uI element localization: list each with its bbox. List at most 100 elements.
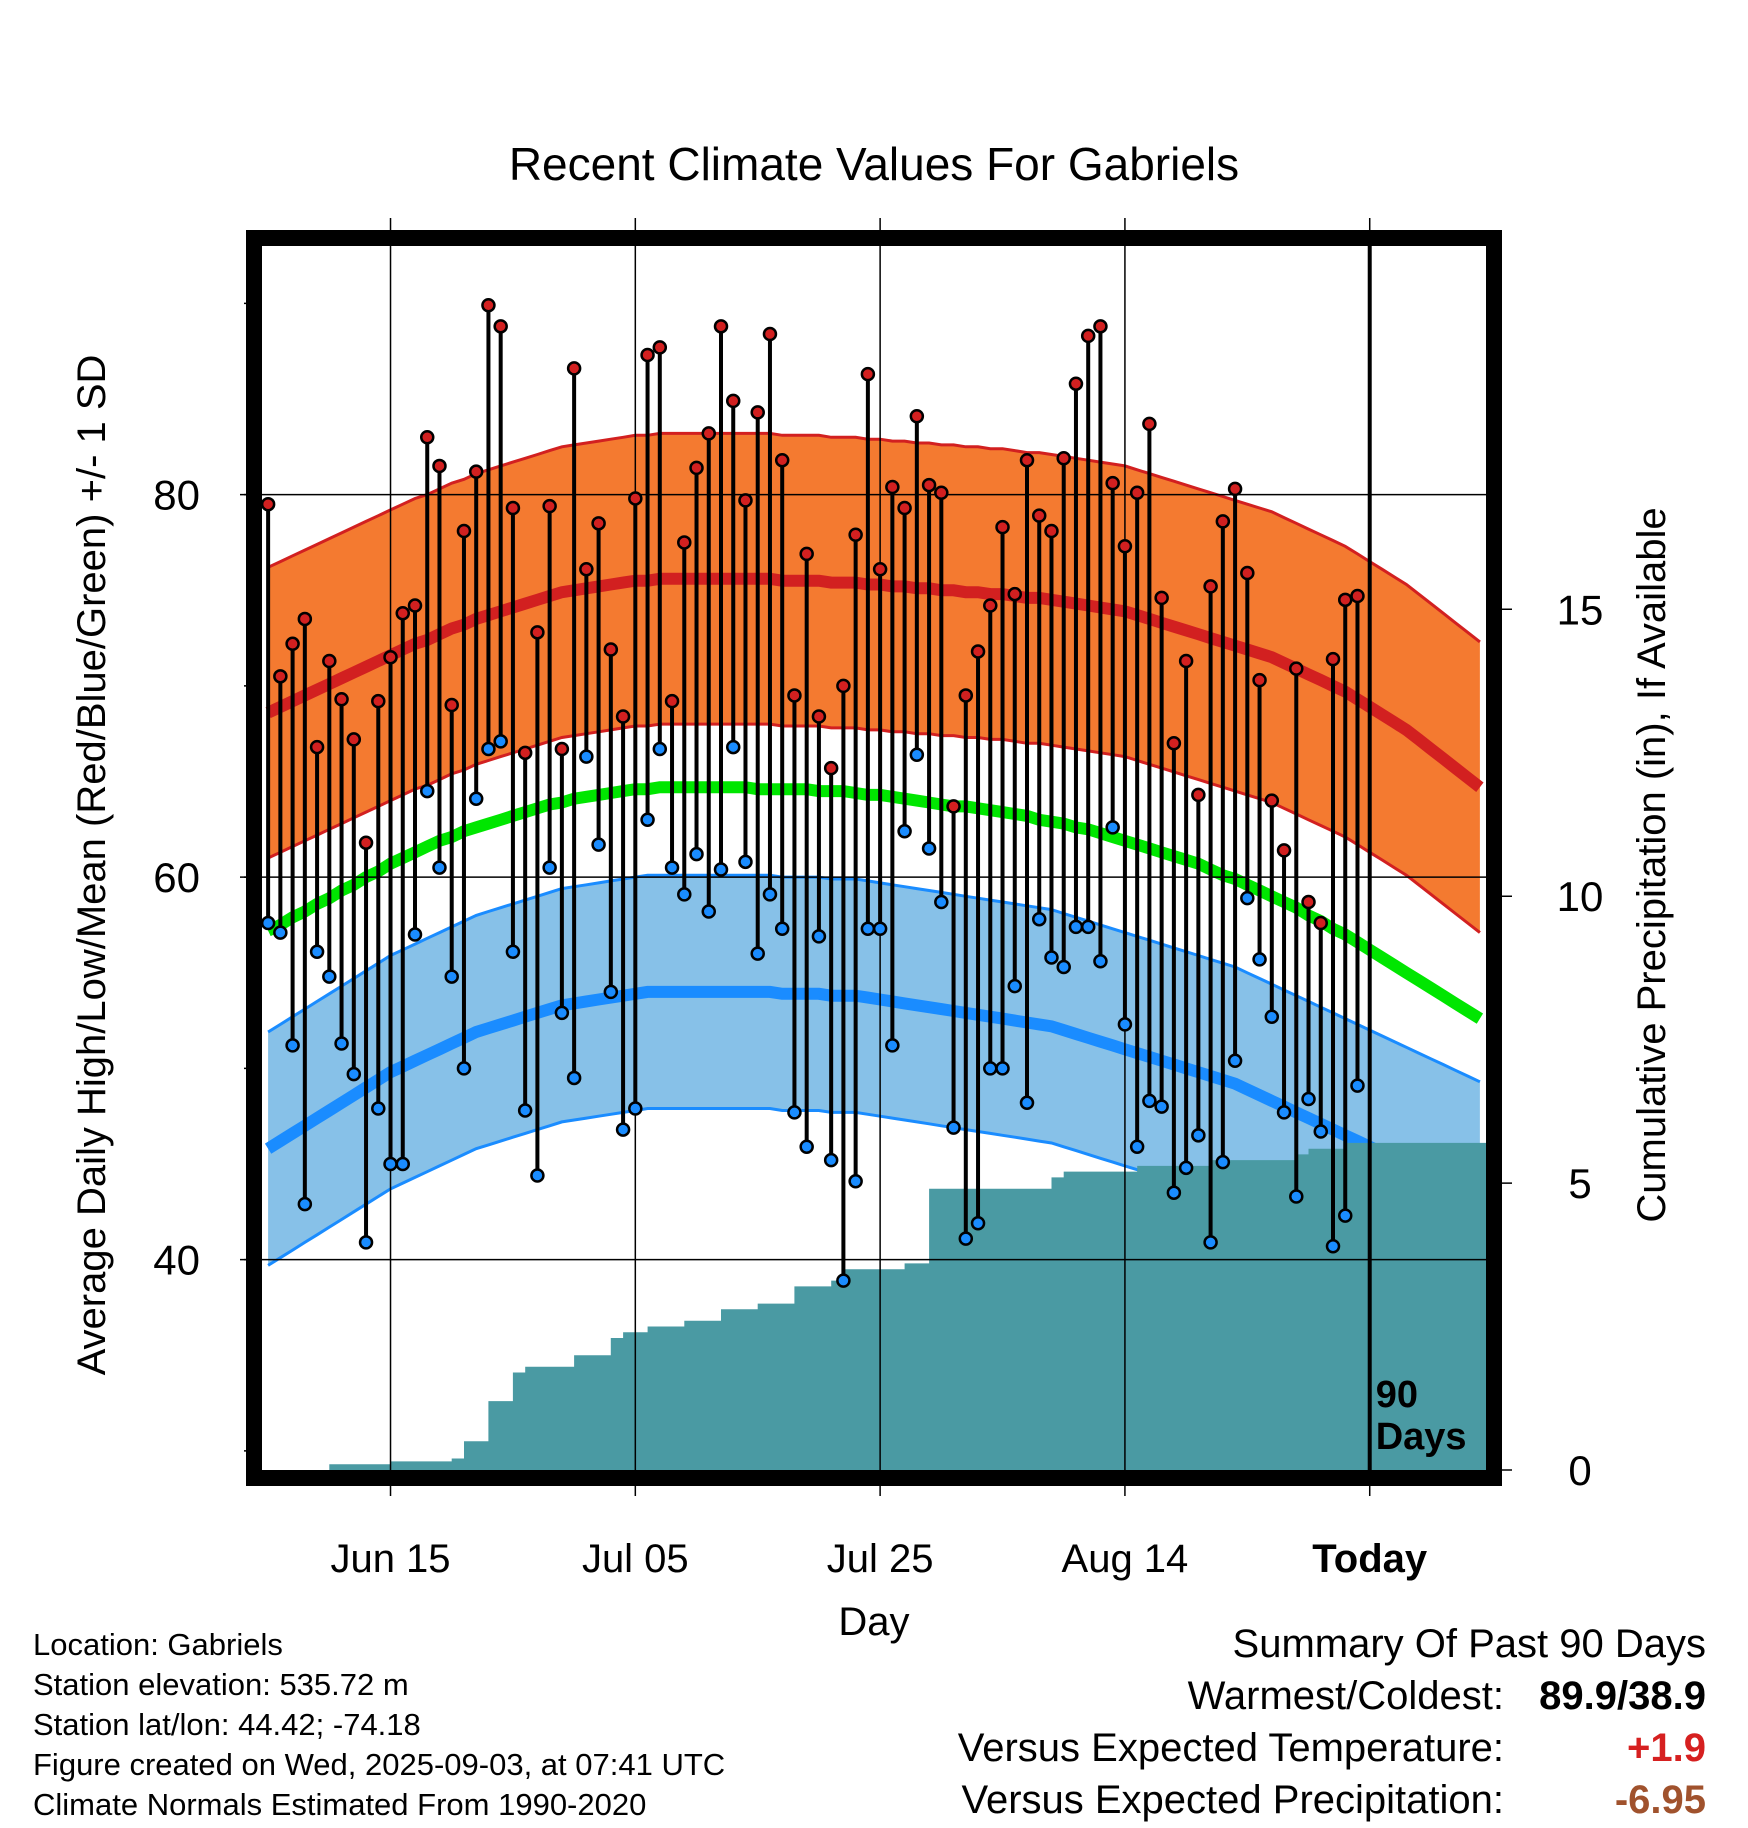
daily-low-point (1252, 952, 1267, 967)
daily-low-point (897, 823, 912, 839)
daily-high-point (762, 326, 778, 342)
daily-low-point (1227, 1053, 1243, 1068)
summary-extremes-label: Warmest/Coldest: (1187, 1674, 1504, 1718)
daily-high-point (1105, 475, 1120, 491)
daily-high-point (713, 319, 729, 334)
daily-low-point (1203, 1235, 1218, 1250)
daily-low-point (1301, 1091, 1316, 1107)
daily-low-point (738, 854, 753, 870)
daily-high-point (983, 598, 998, 613)
daily-high-point (652, 340, 668, 355)
daily-low-point (395, 1156, 411, 1172)
daily-low-point (579, 749, 594, 764)
info-elevation: Station elevation: 535.72 m (33, 1667, 409, 1702)
info-latlon: Station lat/lon: 44.42; -74.18 (33, 1707, 421, 1742)
info-created: Figure created on Wed, 2025-09-03, at 07… (33, 1747, 726, 1782)
daily-low-point (823, 1152, 839, 1168)
daily-high-point (1007, 586, 1023, 602)
daily-low-point (615, 1122, 631, 1137)
daily-low-point (652, 741, 668, 757)
daily-high-point (444, 697, 459, 713)
daily-low-point (1154, 1099, 1169, 1114)
daily-high-point (909, 408, 925, 424)
daily-low-point (1142, 1093, 1157, 1109)
summary-temp-label: Versus Expected Temperature: (957, 1726, 1504, 1770)
chart-title: Recent Climate Values For Gabriels (509, 138, 1239, 190)
cumulative-precip-area (268, 1142, 1487, 1470)
daily-high-point (1252, 672, 1267, 688)
info-normals: Climate Normals Estimated From 1990-2020 (33, 1787, 647, 1822)
daily-low-point (603, 984, 619, 1000)
summary-temp-value: +1.9 (1627, 1726, 1706, 1770)
summary-heading: Summary Of Past 90 Days (1232, 1622, 1706, 1666)
daily-low-point (530, 1168, 545, 1183)
daily-high-point (542, 498, 557, 514)
daily-high-point (921, 477, 937, 493)
daily-high-point (1166, 736, 1182, 751)
daily-low-point (468, 791, 484, 806)
daily-low-point (799, 1139, 814, 1155)
daily-high-point (481, 298, 496, 313)
daily-high-point (1191, 787, 1206, 803)
today-days-label: Days (1376, 1416, 1467, 1458)
daily-low-point (309, 944, 325, 959)
daily-high-point (628, 491, 643, 506)
daily-high-point (334, 692, 349, 707)
daily-high-point (432, 458, 447, 474)
daily-high-point (872, 561, 888, 577)
daily-low-point (762, 887, 778, 902)
daily-high-point (946, 799, 961, 814)
daily-low-point (1105, 820, 1120, 835)
daily-low-point (1093, 954, 1108, 969)
daily-high-point (1325, 651, 1341, 667)
daily-high-point (493, 319, 508, 334)
daily-high-point (309, 739, 325, 755)
low-normal-band (268, 875, 1480, 1316)
high-normal-band (268, 433, 1480, 933)
daily-low-point (677, 887, 692, 902)
daily-low-point (848, 1173, 863, 1189)
daily-low-point (444, 969, 459, 984)
daily-high-point (848, 527, 863, 543)
daily-low-point (628, 1101, 643, 1116)
x-tick-label: Aug 14 (1062, 1537, 1189, 1581)
daily-low-point (909, 747, 925, 762)
daily-high-point (738, 493, 753, 508)
daily-high-point (579, 561, 594, 577)
daily-low-point (1056, 959, 1071, 975)
x-tick-label: Jul 25 (827, 1537, 934, 1581)
daily-low-point (1080, 919, 1096, 935)
summary-panel: Summary Of Past 90 Days Warmest/Coldest:… (958, 1618, 1706, 1826)
daily-low-point (1031, 911, 1047, 927)
daily-low-point (1240, 890, 1255, 906)
daily-high-point (615, 709, 631, 724)
daily-low-point (934, 894, 949, 910)
daily-high-point (689, 460, 704, 476)
daily-high-point (1227, 481, 1243, 497)
y2-tick-label: 0 (1568, 1447, 1591, 1494)
daily-high-point (970, 644, 986, 659)
x-axis-label: Day (838, 1600, 909, 1644)
daily-high-point (566, 361, 582, 376)
daily-low-point (1289, 1189, 1304, 1204)
daily-low-point (358, 1235, 374, 1250)
summary-precip-value: -6.95 (1614, 1778, 1706, 1822)
daily-low-point (407, 927, 423, 942)
daily-high-point (1301, 894, 1316, 910)
daily-high-point (1019, 452, 1035, 468)
daily-low-point (970, 1216, 986, 1231)
x-tick-label: Jul 05 (582, 1537, 689, 1581)
daily-high-point (358, 835, 374, 850)
plot-frame (246, 230, 1502, 1486)
low-normal-band-upper-edge (267, 873, 1481, 1084)
daily-high-point (419, 430, 435, 445)
y-axis-label: Average Daily High/Low/Mean (Red/Blue/Gr… (70, 355, 114, 1376)
daily-low-point (995, 1061, 1010, 1076)
daily-low-point (1019, 1095, 1035, 1111)
today-days-label: 90 (1376, 1374, 1418, 1416)
daily-low-point (774, 921, 790, 937)
daily-high-point (1264, 793, 1280, 808)
daily-low-point (1068, 919, 1084, 935)
